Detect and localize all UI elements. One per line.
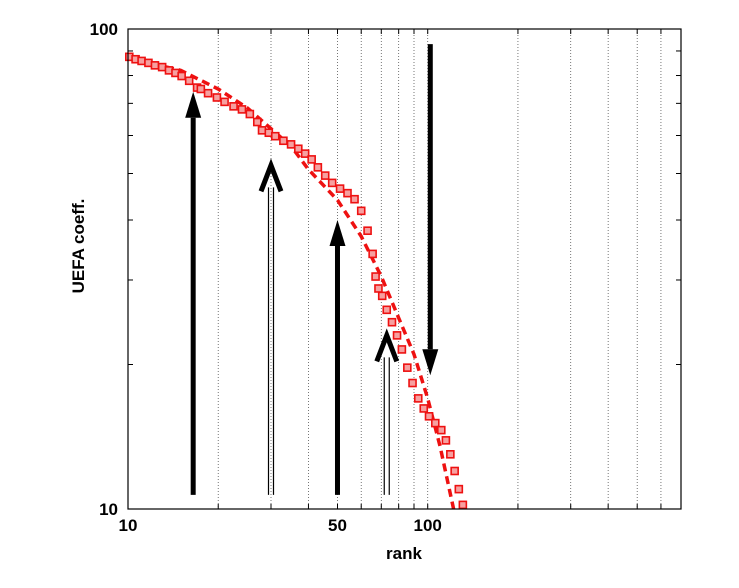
data-point <box>320 171 330 180</box>
data-point <box>157 62 167 72</box>
data-points <box>124 52 468 510</box>
arrow-head <box>422 349 439 376</box>
data-point <box>220 97 229 107</box>
data-point <box>424 412 434 421</box>
data-point <box>137 56 146 66</box>
data-point <box>374 284 383 293</box>
data-point <box>212 93 222 102</box>
data-point <box>413 394 423 403</box>
y-tick-label: 100 <box>90 20 118 39</box>
data-point <box>270 131 280 141</box>
tick-labels: 10 50 100 10 100 <box>90 20 442 535</box>
x-tick-label: 10 <box>119 516 138 535</box>
data-point <box>382 305 392 315</box>
arrow-up-hollow <box>258 158 284 495</box>
data-point <box>371 272 380 281</box>
data-point <box>397 345 407 354</box>
data-point <box>327 178 337 188</box>
data-point <box>286 140 296 149</box>
data-point <box>237 105 247 114</box>
arrow-head <box>329 220 346 247</box>
data-point <box>446 450 455 459</box>
data-point <box>441 436 451 445</box>
plot-frame <box>127 28 682 510</box>
data-point <box>293 144 303 154</box>
x-tick-label: 50 <box>328 516 347 535</box>
data-point <box>300 149 310 158</box>
x-tick-label: 100 <box>414 516 442 535</box>
arrow-up-solid <box>185 91 202 495</box>
data-point <box>307 155 316 164</box>
y-axis-title: UEFA coeff. <box>69 199 88 294</box>
data-point <box>335 184 345 193</box>
data-point <box>363 226 372 236</box>
data-point <box>454 484 464 494</box>
annotation-arrows <box>185 44 439 495</box>
x-axis-title: rank <box>386 544 422 563</box>
data-point <box>245 109 255 119</box>
y-tick-label: 10 <box>99 500 118 519</box>
data-point <box>343 188 352 198</box>
data-point <box>350 194 359 204</box>
data-point <box>257 126 267 135</box>
axis-ticks <box>128 29 681 509</box>
arrow-down-solid <box>422 44 439 376</box>
data-point <box>150 61 160 70</box>
data-point <box>430 418 440 428</box>
arrow-head <box>185 91 202 118</box>
data-point <box>356 206 366 216</box>
data-point <box>377 291 387 301</box>
data-point <box>436 425 446 435</box>
data-point <box>252 117 262 127</box>
data-point <box>279 136 288 146</box>
data-point <box>392 331 402 340</box>
data-point <box>229 102 238 111</box>
arrow-head-hollow <box>258 158 284 193</box>
data-point <box>419 404 429 413</box>
data-point <box>408 378 417 388</box>
data-point <box>196 84 206 94</box>
data-point <box>403 363 412 372</box>
data-point <box>203 88 213 98</box>
data-point <box>387 317 397 327</box>
data-point <box>450 466 459 476</box>
data-point <box>313 163 323 172</box>
arrow-up-hollow <box>374 328 400 495</box>
data-point <box>368 249 377 259</box>
arrow-head-hollow <box>374 328 400 363</box>
data-point <box>177 71 186 81</box>
plot-background <box>128 29 681 509</box>
data-point <box>458 500 468 510</box>
data-point <box>184 76 194 86</box>
arrow-up-solid <box>329 220 346 495</box>
